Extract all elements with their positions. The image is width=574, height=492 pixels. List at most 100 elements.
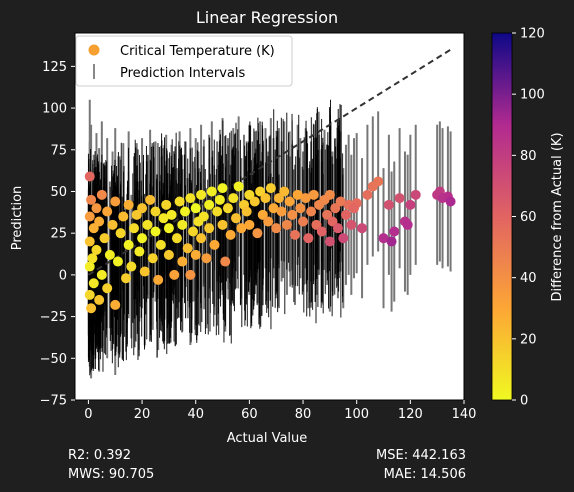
colorbar-tick-label: 20 bbox=[520, 332, 537, 347]
data-point bbox=[163, 223, 174, 234]
data-point bbox=[212, 206, 223, 217]
data-point bbox=[292, 189, 303, 200]
colorbar-tick-label: 0 bbox=[520, 394, 528, 409]
data-point bbox=[322, 209, 333, 220]
x-tick-label: 140 bbox=[452, 407, 477, 422]
y-tick-label: 100 bbox=[42, 102, 67, 117]
y-tick-label: 50 bbox=[50, 185, 67, 200]
y-tick-label: −50 bbox=[40, 352, 67, 367]
data-point bbox=[84, 236, 95, 247]
data-point bbox=[110, 196, 121, 207]
points-layer bbox=[84, 171, 456, 314]
data-point bbox=[378, 233, 389, 244]
data-point bbox=[171, 233, 182, 244]
data-point bbox=[87, 253, 98, 264]
data-point bbox=[204, 223, 215, 234]
data-point bbox=[177, 219, 188, 230]
data-point bbox=[255, 186, 266, 197]
data-point bbox=[86, 194, 97, 205]
x-tick-label: 60 bbox=[241, 407, 258, 422]
data-point bbox=[265, 183, 276, 194]
data-point bbox=[137, 203, 148, 214]
data-point bbox=[225, 229, 236, 240]
data-point bbox=[84, 171, 95, 182]
metric-r2: R2: 0.392 bbox=[68, 448, 132, 463]
data-point bbox=[142, 219, 153, 230]
data-point bbox=[185, 193, 196, 204]
data-point bbox=[177, 256, 188, 267]
data-point bbox=[389, 226, 400, 237]
colorbar-tick-label: 40 bbox=[520, 271, 537, 286]
data-point bbox=[308, 189, 319, 200]
data-point bbox=[179, 206, 190, 217]
data-point bbox=[123, 199, 134, 210]
data-point bbox=[91, 244, 102, 255]
colorbar-tick-label: 60 bbox=[520, 210, 537, 225]
data-point bbox=[84, 289, 95, 300]
data-point bbox=[217, 219, 228, 230]
legend-label-prediction-intervals: Prediction Intervals bbox=[120, 66, 245, 81]
data-point bbox=[287, 209, 298, 220]
data-point bbox=[174, 196, 185, 207]
x-axis: 0 20 40 60 80 100 120 140 bbox=[84, 400, 476, 422]
data-point bbox=[204, 199, 215, 210]
data-point bbox=[88, 223, 99, 234]
data-point bbox=[126, 261, 137, 272]
legend-label-critical-temperature: Critical Temperature (K) bbox=[120, 44, 275, 59]
data-point bbox=[190, 203, 201, 214]
data-point bbox=[185, 269, 196, 280]
data-point bbox=[84, 261, 95, 272]
data-point bbox=[236, 223, 247, 234]
data-point bbox=[252, 228, 263, 239]
data-point bbox=[263, 216, 274, 227]
data-point bbox=[228, 193, 239, 204]
data-point bbox=[84, 211, 95, 222]
data-point bbox=[129, 223, 140, 234]
legend: Critical Temperature (K) Prediction Inte… bbox=[75, 35, 293, 87]
data-point bbox=[169, 269, 180, 280]
data-point bbox=[367, 181, 378, 192]
data-point bbox=[161, 199, 172, 210]
data-point bbox=[86, 303, 97, 314]
data-point bbox=[201, 253, 212, 264]
data-point bbox=[99, 233, 110, 244]
data-point bbox=[166, 209, 177, 220]
data-point bbox=[190, 249, 201, 260]
y-tick-label: 25 bbox=[50, 227, 67, 242]
data-point bbox=[340, 209, 351, 220]
data-point bbox=[230, 213, 241, 224]
data-point bbox=[295, 203, 306, 214]
data-point bbox=[94, 294, 105, 305]
colorbar-tick-label: 100 bbox=[520, 88, 545, 103]
data-point bbox=[217, 183, 228, 194]
data-point bbox=[163, 249, 174, 260]
data-point bbox=[311, 219, 322, 230]
data-point bbox=[349, 203, 360, 214]
data-point bbox=[107, 219, 118, 230]
data-point bbox=[284, 196, 295, 207]
data-point bbox=[102, 283, 113, 294]
data-point bbox=[357, 223, 368, 234]
data-point bbox=[96, 269, 107, 280]
data-point bbox=[220, 256, 231, 267]
data-point bbox=[147, 253, 158, 264]
colorbar-tick-label: 80 bbox=[520, 149, 537, 164]
data-point bbox=[158, 213, 169, 224]
data-point bbox=[298, 216, 309, 227]
y-tick-label: −25 bbox=[40, 310, 67, 325]
data-point bbox=[303, 233, 314, 244]
y-axis: −75 −50 −25 0 25 50 75 100 125 bbox=[40, 60, 75, 409]
data-point bbox=[94, 216, 105, 227]
data-point bbox=[281, 219, 292, 230]
data-point bbox=[120, 273, 131, 284]
data-point bbox=[196, 189, 207, 200]
data-point bbox=[150, 226, 161, 237]
data-point bbox=[346, 219, 357, 230]
colorbar-label: Difference from Actual (K) bbox=[550, 132, 565, 301]
data-point bbox=[324, 236, 335, 247]
data-point bbox=[306, 206, 317, 217]
data-point bbox=[338, 233, 349, 244]
data-point bbox=[134, 246, 145, 257]
data-point bbox=[233, 181, 244, 192]
data-point bbox=[150, 206, 161, 217]
